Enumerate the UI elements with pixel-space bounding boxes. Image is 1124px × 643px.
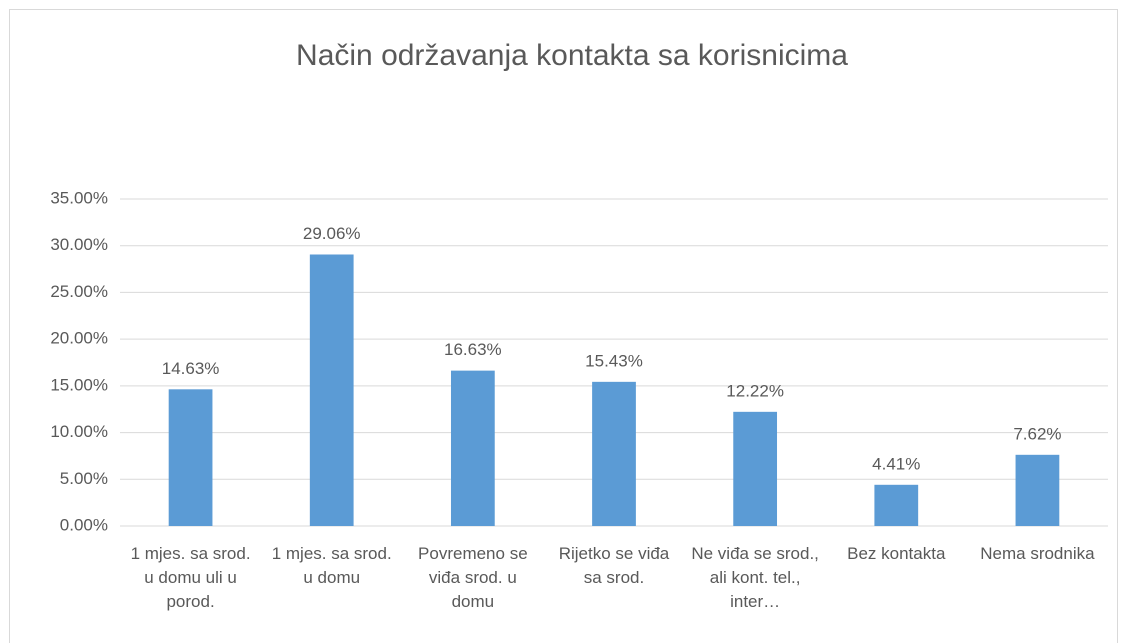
bar [592, 381, 636, 526]
y-tick-label: 15.00% [50, 375, 108, 394]
y-tick-label: 20.00% [50, 329, 108, 348]
data-label: 29.06% [303, 224, 361, 243]
x-tick-label: Nema srodnika [980, 544, 1095, 563]
data-label: 15.43% [585, 351, 643, 370]
x-tick-label: 1 mjes. sa srod. u domu uli u porod. [130, 544, 251, 611]
data-label: 7.62% [1013, 424, 1061, 443]
x-tick-label: Povremeno se viđa srod. u domu [418, 544, 528, 611]
x-tick-label: 1 mjes. sa srod. u domu [271, 544, 392, 587]
y-tick-label: 35.00% [50, 188, 108, 207]
bar [1015, 454, 1060, 526]
data-label: 4.41% [872, 454, 920, 473]
y-tick-label: 30.00% [50, 235, 108, 254]
bar [450, 370, 495, 526]
y-tick-label: 5.00% [60, 469, 108, 488]
chart-title: Način održavanja kontakta sa korisnicima [296, 39, 848, 72]
y-tick-label: 25.00% [50, 282, 108, 301]
data-label: 14.63% [162, 359, 220, 378]
bar [874, 484, 919, 526]
data-label: 12.22% [726, 381, 784, 400]
x-tick-label: Rijetko se viđa sa srod. [558, 544, 670, 587]
bar [309, 254, 354, 526]
x-tick-label: Bez kontakta [847, 544, 946, 563]
x-tick-label: Ne viđa se srod., ali kont. tel., inter… [691, 544, 819, 611]
y-tick-label: 10.00% [50, 422, 108, 441]
y-tick-label: 0.00% [60, 515, 108, 534]
data-label: 16.63% [444, 340, 502, 359]
chart-border [9, 9, 1118, 643]
bar [733, 411, 778, 526]
bar [168, 389, 213, 526]
